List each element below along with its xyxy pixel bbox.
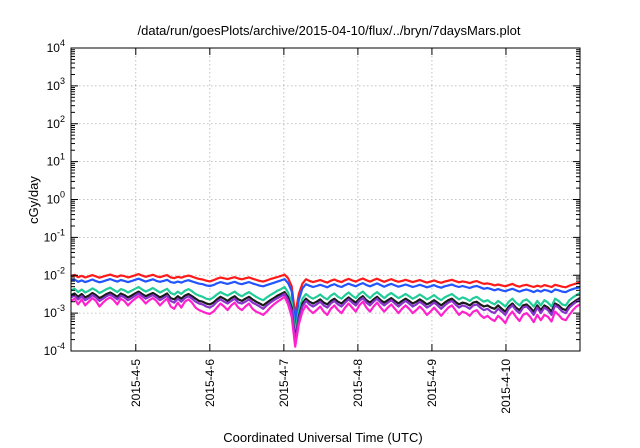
y-tick-label: 10-4 <box>44 341 65 358</box>
series-layer <box>70 273 581 348</box>
x-axis-label: Coordinated Universal Time (UTC) <box>223 430 422 445</box>
x-tick-label: 2015-4-8 <box>351 359 365 407</box>
series-line-6 <box>70 295 581 348</box>
series-line-3 <box>70 285 581 334</box>
x-tick-label: 2015-4-7 <box>277 359 291 407</box>
y-tick-label: 10-2 <box>44 265 65 282</box>
y-tick-label: 10-3 <box>44 303 65 320</box>
series-line-1 <box>70 273 581 316</box>
y-tick-label: 101 <box>47 152 65 169</box>
series-line-5 <box>70 292 581 343</box>
axis-ticks: 10-4 10-3 10-2 10-1 100 101 102 103 104 2015-4-5 2… <box>44 38 580 414</box>
y-tick-label: 104 <box>47 38 65 55</box>
y-tick-label: 100 <box>47 190 65 207</box>
y-axis-label: cGy/day <box>26 176 41 224</box>
x-tick-label: 2015-4-10 <box>499 359 513 414</box>
y-tick-label: 10-1 <box>44 227 65 244</box>
series-line-2 <box>70 277 581 326</box>
series-line-4 <box>70 290 581 341</box>
x-tick-label: 2015-4-9 <box>425 359 439 407</box>
x-tick-label: 2015-4-5 <box>129 359 143 407</box>
y-tick-label: 102 <box>47 114 65 131</box>
x-tick-label: 2015-4-6 <box>203 359 217 407</box>
chart-title: /data/run/goesPlots/archive/2015-04-10/f… <box>138 23 521 38</box>
y-tick-label: 103 <box>47 76 65 93</box>
